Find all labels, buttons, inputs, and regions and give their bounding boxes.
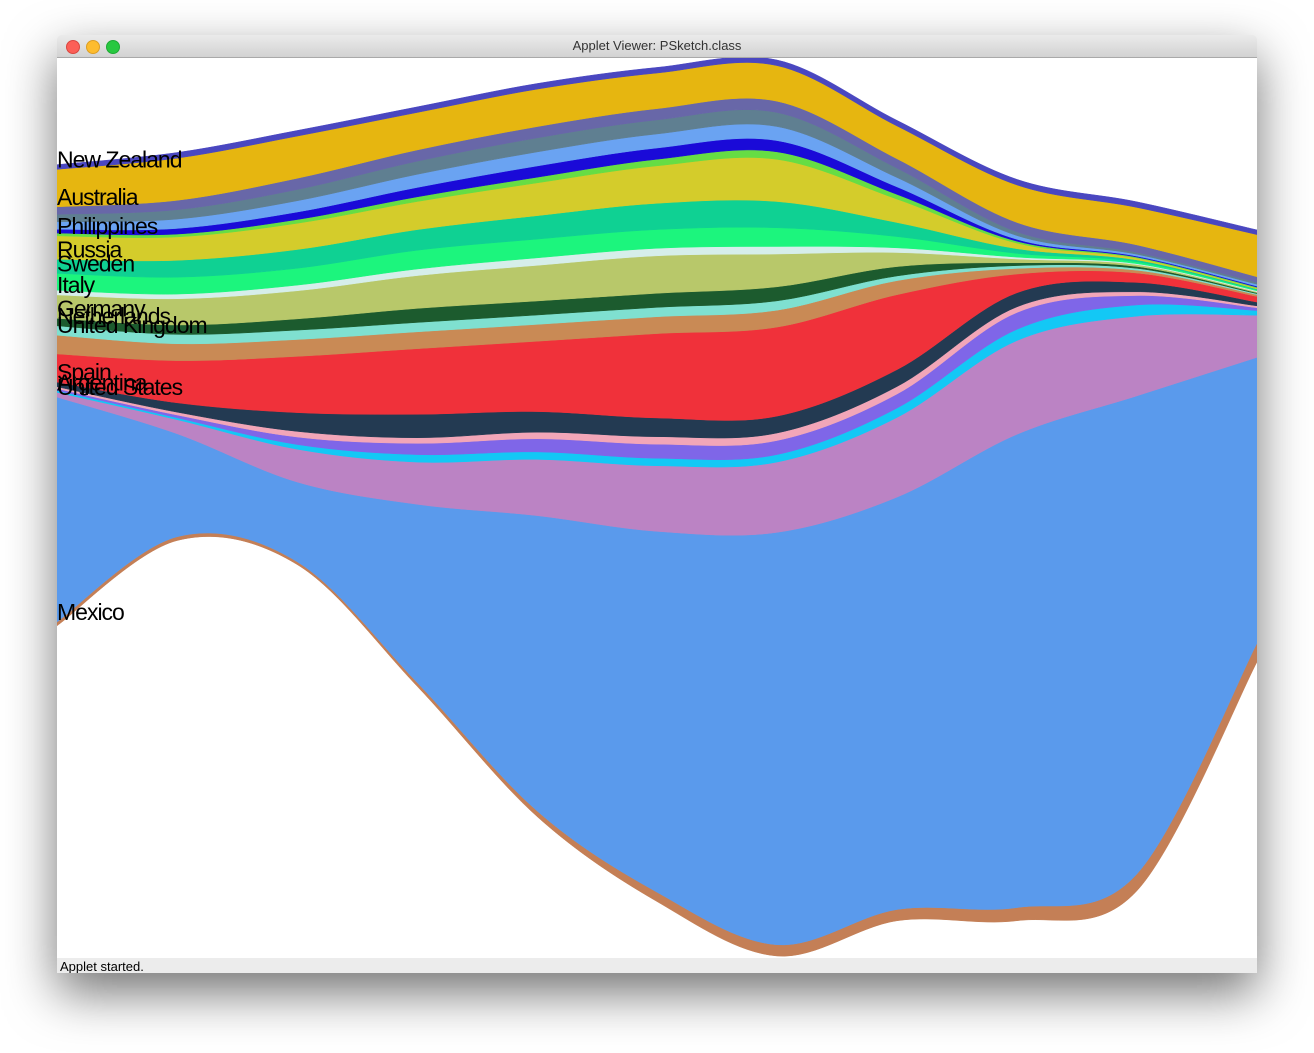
layer-label: Italy (57, 272, 96, 298)
title-bar: Applet Viewer: PSketch.class (57, 35, 1257, 58)
minimize-button[interactable] (86, 40, 100, 54)
zoom-button[interactable] (106, 40, 120, 54)
status-text: Applet started. (60, 959, 144, 973)
stream-layer (57, 58, 1257, 235)
layer-label: Mexico (57, 599, 124, 625)
layer-label: Netherlands (57, 303, 171, 329)
window-title: Applet Viewer: PSketch.class (572, 38, 742, 53)
layer-label: Germany (57, 295, 146, 321)
close-button[interactable] (66, 40, 80, 54)
layer-label: Philippines (57, 213, 158, 239)
layer-label: Australia (57, 184, 139, 210)
layer-label: Argentina (57, 369, 148, 395)
layer-label: United States (57, 374, 183, 400)
layer-label: Sweden (57, 250, 134, 276)
applet-window: Applet Viewer: PSketch.class Mexico Unite… (57, 35, 1257, 973)
layer-label: United Kingdom (57, 312, 207, 338)
layer-label: Russia (57, 236, 123, 262)
layer-label: Spain (57, 359, 111, 385)
layer-label: New Zealand (57, 146, 182, 172)
